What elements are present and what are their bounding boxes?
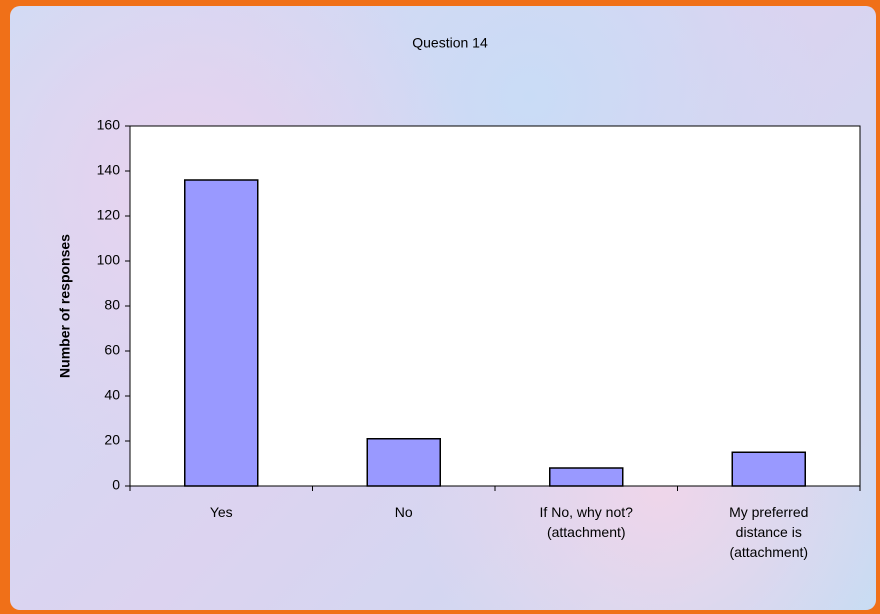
y-tick-label: 160 bbox=[97, 117, 121, 133]
bar bbox=[731, 451, 806, 487]
x-tick-label: If No, why not?(attachment) bbox=[539, 504, 633, 540]
y-tick-label: 120 bbox=[97, 207, 121, 223]
chart-title: Question 14 bbox=[412, 35, 488, 51]
y-tick-label: 20 bbox=[104, 432, 120, 448]
y-tick-label: 60 bbox=[104, 342, 120, 358]
bar bbox=[549, 467, 624, 487]
y-tick-label: 100 bbox=[97, 252, 121, 268]
y-tick-label: 40 bbox=[104, 387, 120, 403]
x-tick-label: My preferred distance is (attachment) bbox=[729, 504, 809, 560]
bar bbox=[366, 438, 441, 487]
y-tick-label: 0 bbox=[112, 477, 120, 493]
y-tick-label: 140 bbox=[97, 162, 121, 178]
y-tick-label: 80 bbox=[104, 297, 120, 313]
x-tick-label: Yes bbox=[209, 504, 233, 520]
bar bbox=[184, 179, 259, 487]
y-axis-label: Number of responses bbox=[57, 234, 73, 378]
x-tick-label: No bbox=[394, 504, 413, 520]
